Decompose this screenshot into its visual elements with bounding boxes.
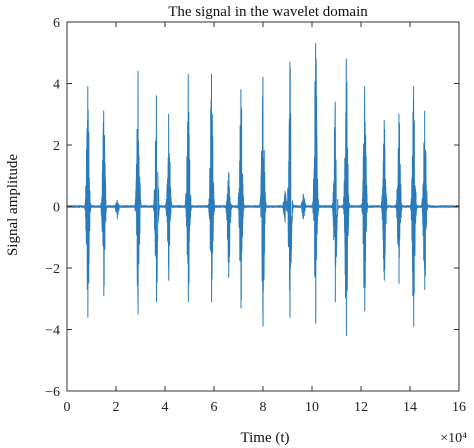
plot-area xyxy=(66,21,460,392)
x-tick-label: 16 xyxy=(452,400,466,415)
x-tick-label: 2 xyxy=(113,400,120,415)
x-tick-label: 6 xyxy=(211,400,218,415)
x-tick-label: 4 xyxy=(162,400,169,415)
y-tick-label: 0 xyxy=(53,201,60,216)
y-tick-label: 6 xyxy=(53,16,60,31)
chart-title: The signal in the wavelet domain xyxy=(168,4,368,20)
x-axis-title: Time (t) xyxy=(240,430,289,446)
y-axis-title: Signal amplitude xyxy=(5,154,21,256)
x-axis-multiplier: ×10⁴ xyxy=(440,431,467,446)
x-tick-label: 10 xyxy=(305,400,319,415)
y-tick-label: −6 xyxy=(45,385,60,400)
y-tick-label: 4 xyxy=(53,78,60,93)
axis-ticks: 0 2 4 6 8 10 12 14 16 −6 −4 −2 0 2 4 6 xyxy=(45,16,466,415)
y-tick-label: −2 xyxy=(45,262,60,277)
y-tick-label: −4 xyxy=(45,324,60,339)
signal-line xyxy=(66,43,459,337)
x-tick-label: 14 xyxy=(403,400,417,415)
y-tick-label: 2 xyxy=(53,139,60,154)
x-tick-label: 0 xyxy=(64,400,71,415)
x-tick-label: 12 xyxy=(354,400,368,415)
x-tick-label: 8 xyxy=(260,400,267,415)
